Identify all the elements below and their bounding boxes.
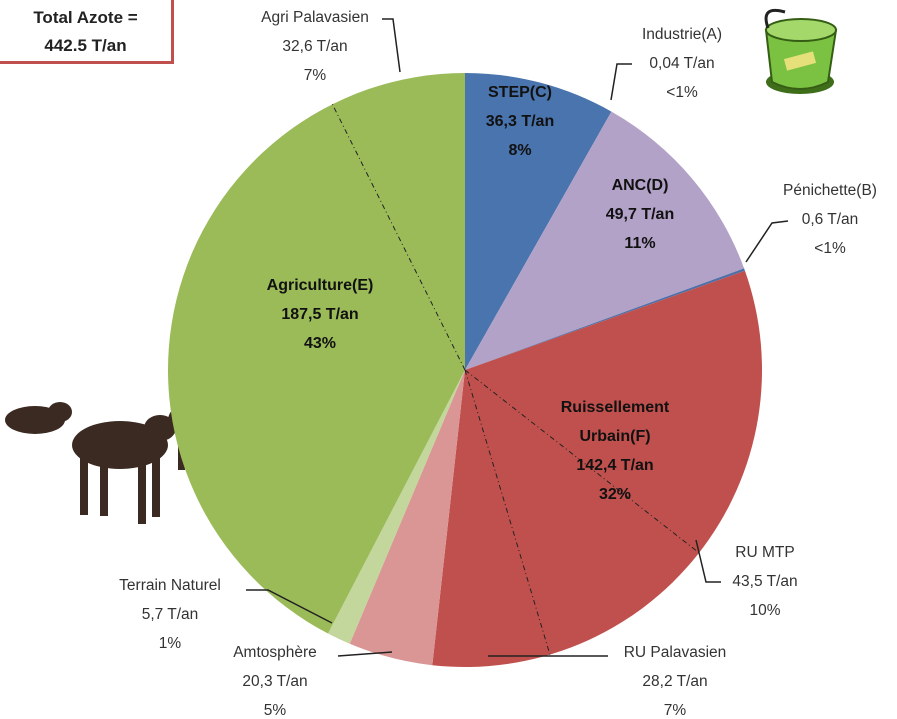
bucket-illustration	[764, 8, 838, 94]
slice-label: RU Palavasien 28,2 T/an 7%	[575, 638, 775, 719]
label-value: 20,3 T/an	[242, 673, 308, 690]
label-percent: <1%	[666, 84, 698, 101]
label-name: STEP(C)	[488, 84, 552, 101]
pie-slice	[465, 73, 612, 370]
label-value: 0,04 T/an	[649, 55, 715, 72]
label-percent: <1%	[814, 240, 846, 257]
label-value: 36,3 T/an	[485, 113, 555, 130]
leader-line	[246, 589, 333, 624]
pie-slice	[167, 72, 466, 634]
label-percent: 8%	[508, 142, 532, 159]
label-percent: 5%	[263, 702, 287, 719]
label-percent: 7%	[663, 702, 687, 719]
total-title: Total Azote =	[33, 8, 138, 27]
slice-label: Agriculture(E) 187,5 T/an 43%	[220, 271, 420, 358]
slice-label: Terrain Naturel 5,7 T/an 1%	[70, 571, 270, 658]
leader-line	[337, 651, 393, 657]
pie-slice	[465, 111, 612, 371]
pie-slice	[465, 111, 745, 370]
label-value: 32,6 T/an	[282, 38, 348, 55]
label-value: 49,7 T/an	[605, 206, 675, 223]
label-value: 43,5 T/an	[732, 573, 798, 590]
pie-slice	[327, 370, 465, 644]
total-value: 442.5 T/an	[44, 36, 127, 55]
label-percent: 1%	[158, 635, 182, 652]
label-percent: 7%	[303, 67, 327, 84]
label-percent: 11%	[624, 235, 656, 252]
pie	[167, 72, 762, 668]
label-value: 0,6 T/an	[801, 211, 859, 228]
leader-line	[695, 539, 721, 583]
pie-slice	[349, 370, 465, 666]
label-value: 28,2 T/an	[642, 673, 708, 690]
label-name: Agri Palavasien	[261, 9, 369, 26]
label-name: Ruissellement Urbain(F)	[560, 399, 670, 445]
slice-label: RU MTP 43,5 T/an 10%	[665, 538, 865, 625]
pie-slice	[432, 270, 762, 668]
label-name: RU MTP	[735, 544, 795, 561]
label-percent: 43%	[303, 335, 337, 352]
pie-slice	[465, 268, 745, 370]
label-value: 5,7 T/an	[141, 606, 199, 623]
label-name: Industrie(A)	[641, 26, 723, 43]
leader-line	[382, 18, 401, 73]
slice-label: STEP(C) 36,3 T/an 8%	[420, 78, 620, 165]
leader-line	[745, 220, 789, 263]
slice-label: Industrie(A) 0,04 T/an <1%	[582, 20, 782, 107]
label-name: Terrain Naturel	[119, 577, 221, 594]
total-box: Total Azote = 442.5 T/an	[0, 0, 174, 64]
label-value: 187,5 T/an	[281, 306, 359, 323]
slice-label: Agri Palavasien 32,6 T/an 7%	[215, 3, 415, 90]
label-percent: 10%	[749, 602, 781, 619]
label-name: Agriculture(E)	[266, 277, 374, 294]
sub-slice-divider	[331, 104, 466, 371]
label-percent: 32%	[598, 486, 632, 503]
slice-label: Pénichette(B) 0,6 T/an <1%	[730, 176, 897, 263]
slice-label: ANC(D) 49,7 T/an 11%	[540, 171, 740, 258]
sub-slice-divider	[464, 369, 551, 655]
label-name: ANC(D)	[611, 177, 669, 194]
slice-label: Ruissellement Urbain(F) 142,4 T/an 32%	[515, 393, 715, 509]
leader-line	[610, 63, 632, 101]
label-name: RU Palavasien	[623, 644, 727, 661]
label-value: 142,4 T/an	[576, 457, 654, 474]
label-name: Amtosphère	[233, 644, 317, 661]
slice-label: Amtosphère 20,3 T/an 5%	[175, 638, 375, 719]
sub-slice-divider	[464, 369, 700, 554]
label-name: Pénichette(B)	[783, 182, 877, 199]
